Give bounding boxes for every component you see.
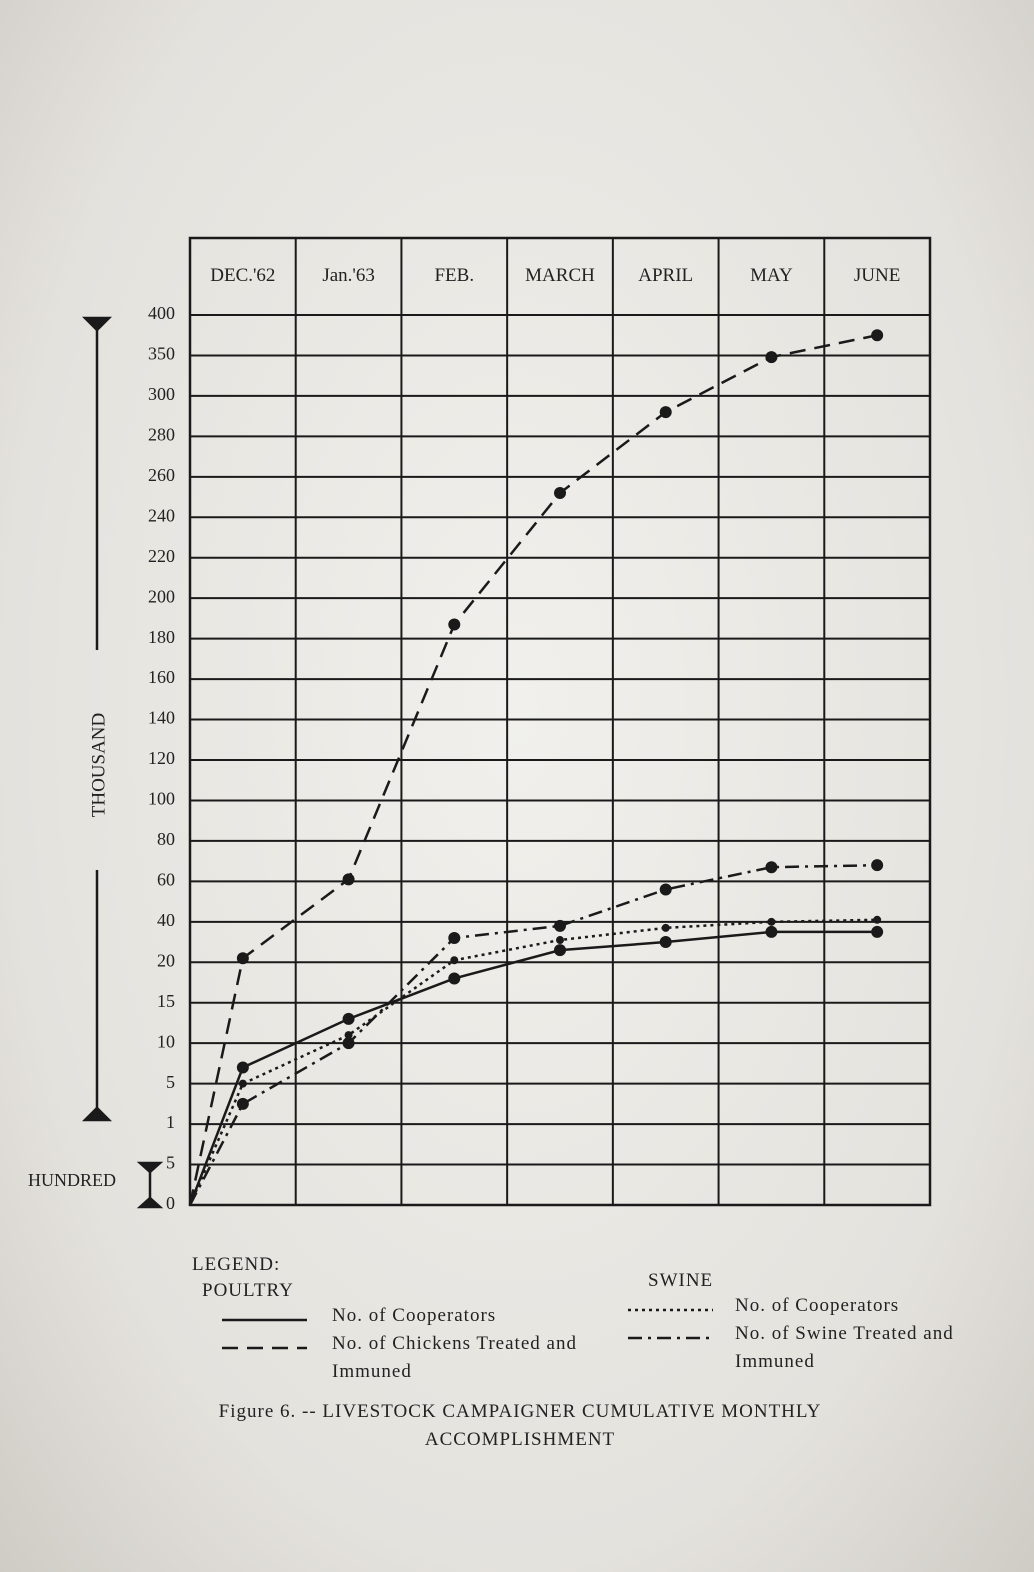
legend-label: No. of Cooperators <box>332 1305 497 1326</box>
y-tick-label: 1 <box>166 1112 175 1132</box>
y-unit-label: HUNDRED <box>28 1170 116 1190</box>
data-point <box>236 952 249 965</box>
y-tick-label: 40 <box>157 910 175 930</box>
y-unit-label: THOUSAND <box>88 713 109 818</box>
y-tick-label: 260 <box>148 465 175 485</box>
legend-group: POULTRY <box>202 1280 294 1301</box>
legend-label: No. of Chickens Treated and Immuned <box>332 1333 577 1382</box>
y-tick-label: 350 <box>148 344 175 364</box>
data-point <box>448 618 461 631</box>
data-point <box>448 972 461 985</box>
y-tick-label: 160 <box>148 667 175 687</box>
data-point <box>873 915 882 924</box>
y-tick-label: 100 <box>148 789 175 809</box>
data-point <box>448 932 461 944</box>
y-tick-label: 180 <box>148 627 175 647</box>
series-line <box>188 334 878 1206</box>
arrow-head <box>81 316 113 332</box>
y-tick-label: 20 <box>157 950 175 970</box>
data-point <box>236 1097 249 1110</box>
chart-title: Figure 6. -- LIVESTOCK CAMPAIGNER CUMULA… <box>218 1401 822 1450</box>
legend-label: No. of Cooperators <box>735 1295 900 1316</box>
data-point <box>765 351 778 364</box>
data-point <box>871 329 884 342</box>
y-tick-label: 5 <box>166 1153 175 1173</box>
data-point <box>554 944 566 957</box>
data-point <box>238 1079 247 1088</box>
data-point <box>342 1037 355 1050</box>
x-tick-label: JUNE <box>854 265 900 286</box>
x-tick-label: MARCH <box>525 265 595 286</box>
x-tick-label: APRIL <box>638 265 693 286</box>
y-tick-label: 80 <box>157 829 175 849</box>
data-point <box>659 406 672 419</box>
y-tick-label: 10 <box>157 1031 175 1051</box>
data-point <box>659 936 672 949</box>
y-tick-label: 140 <box>148 708 175 728</box>
legend-label: No. of Swine Treated and Immuned <box>735 1323 954 1372</box>
y-tick-label: 15 <box>157 991 175 1011</box>
data-point <box>344 1031 353 1040</box>
arrow-head <box>136 1161 164 1174</box>
arrow-head <box>136 1196 164 1209</box>
series-line <box>188 930 878 1206</box>
x-tick-label: MAY <box>750 265 793 286</box>
data-point <box>871 925 884 938</box>
y-tick-label: 0 <box>166 1193 175 1213</box>
data-point <box>765 925 778 938</box>
arrow-head <box>81 1106 113 1122</box>
data-point <box>661 923 670 932</box>
data-point <box>659 883 672 896</box>
y-tick-label: 400 <box>148 303 175 323</box>
data-point <box>556 936 564 945</box>
x-tick-label: Jan.'63 <box>322 265 375 286</box>
data-point <box>236 1061 249 1074</box>
data-point <box>450 956 459 965</box>
y-tick-label: 120 <box>148 748 175 768</box>
x-tick-label: FEB. <box>434 265 474 286</box>
data-point <box>342 873 355 886</box>
y-tick-label: 240 <box>148 505 175 525</box>
series-line <box>188 863 878 1206</box>
data-point <box>554 487 566 499</box>
data-point <box>871 859 884 872</box>
data-point <box>765 861 778 874</box>
y-tick-label: 300 <box>148 384 175 404</box>
y-tick-label: 60 <box>157 869 175 889</box>
y-tick-label: 5 <box>166 1072 175 1092</box>
y-tick-label: 280 <box>148 424 175 444</box>
legend-group: SWINE <box>648 1270 714 1291</box>
y-tick-label: 220 <box>148 546 175 566</box>
data-point <box>554 919 566 932</box>
legend-title: LEGEND: <box>192 1254 281 1275</box>
data-point <box>767 917 776 926</box>
data-point <box>342 1012 355 1025</box>
plot-frame <box>188 236 932 1207</box>
x-tick-label: DEC.'62 <box>210 265 275 286</box>
series-line <box>188 918 878 1206</box>
y-tick-label: 200 <box>148 586 175 606</box>
